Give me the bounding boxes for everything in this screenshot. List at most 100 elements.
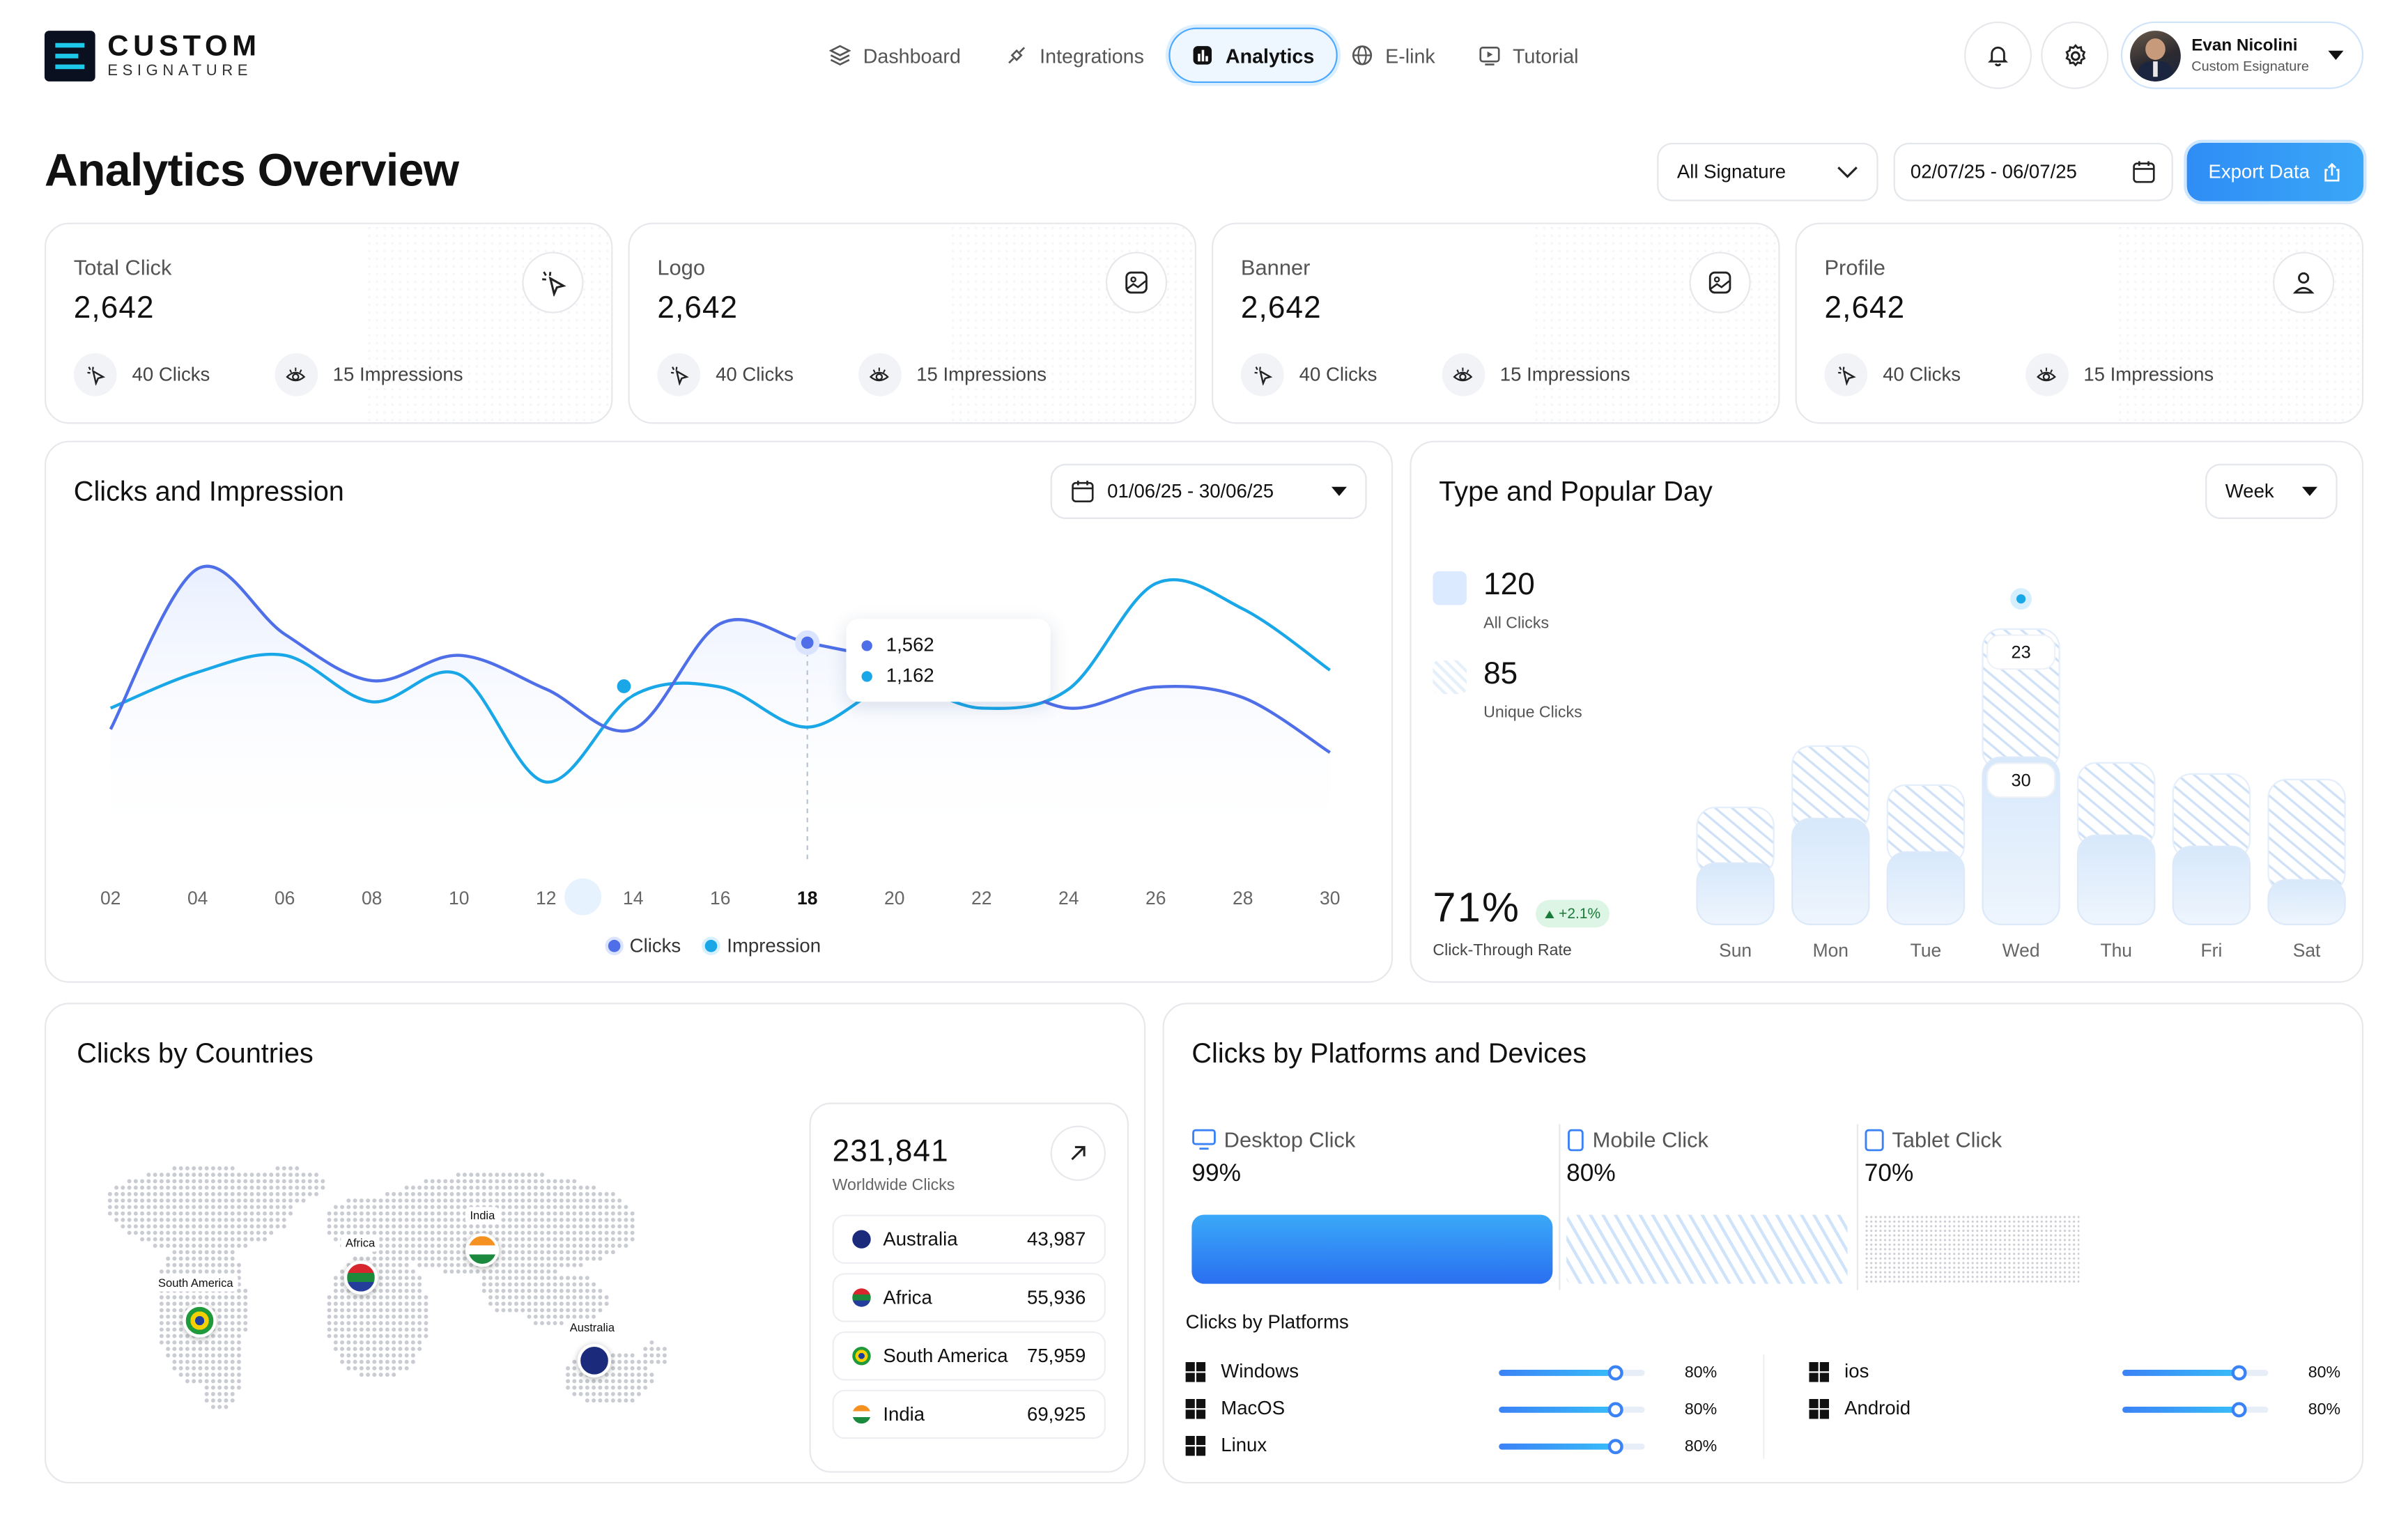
worldwide-total: 231,841 bbox=[832, 1134, 949, 1169]
tooltip-clicks-value: 1,562 bbox=[886, 634, 934, 656]
bar-peak-point[interactable] bbox=[2010, 588, 2032, 610]
wed-all-label: 23 bbox=[1986, 634, 2056, 670]
stat-card-banner[interactable]: Banner 2,642 40 Clicks 15 Impressions bbox=[1212, 222, 1780, 424]
stat-icon-button[interactable] bbox=[1689, 252, 1751, 314]
export-data-button[interactable]: Export Data bbox=[2186, 142, 2364, 201]
arrow-up-right-icon bbox=[1071, 1145, 1086, 1161]
stat-card-profile[interactable]: Profile 2,642 40 Clicks 15 Impressions bbox=[1795, 222, 2364, 424]
section-title: Clicks by Platforms and Devices bbox=[1191, 1037, 1587, 1069]
series-point-impression[interactable] bbox=[612, 674, 636, 698]
map-label-africa: Africa bbox=[341, 1235, 380, 1252]
map-marker-south-america[interactable] bbox=[183, 1304, 217, 1338]
nav-label: Dashboard bbox=[863, 43, 961, 67]
bar-unique-clicks[interactable] bbox=[2172, 845, 2251, 925]
bar-unique-clicks[interactable] bbox=[1791, 817, 1870, 925]
platform-bar[interactable] bbox=[1499, 1439, 1645, 1455]
bar-data-label-lower: 30 bbox=[2012, 771, 2031, 791]
date-range-picker[interactable]: 02/07/25 - 06/07/25 bbox=[1893, 142, 2173, 201]
chart-date-picker[interactable]: 01/06/25 - 30/06/25 bbox=[1050, 463, 1367, 519]
share-icon bbox=[2324, 162, 2340, 181]
platform-bar-fill bbox=[1499, 1406, 1616, 1413]
stat-icon-button[interactable] bbox=[2273, 252, 2335, 314]
flag-india-icon bbox=[852, 1405, 871, 1424]
clicks-impression-card: Clicks and Impression 01/06/25 - 30/06/2… bbox=[44, 440, 1394, 983]
platform-name: Linux bbox=[1221, 1434, 1267, 1456]
platform-bar[interactable] bbox=[2122, 1365, 2269, 1381]
platform-bar-knob[interactable] bbox=[1607, 1402, 1623, 1418]
x-tick-label: 30 bbox=[1320, 888, 1340, 909]
bar-all-clicks[interactable] bbox=[2267, 778, 2346, 893]
map-marker-australia[interactable] bbox=[577, 1343, 612, 1378]
stat-icon-button[interactable] bbox=[1105, 252, 1168, 314]
platform-row: Android bbox=[1809, 1398, 1911, 1419]
platform-bar-knob[interactable] bbox=[1607, 1439, 1623, 1455]
stat-value: 2,642 bbox=[73, 291, 155, 326]
bar-category-label: Fri bbox=[2200, 940, 2222, 961]
notifications-button[interactable] bbox=[1964, 21, 2032, 89]
worldwide-label: Worldwide Clicks bbox=[832, 1176, 955, 1195]
bar-unique-clicks[interactable] bbox=[2267, 879, 2346, 925]
up-arrow-icon bbox=[1545, 909, 1554, 918]
period-dropdown[interactable]: Week bbox=[2205, 463, 2338, 519]
stat-card-logo[interactable]: Logo 2,642 40 Clicks 15 Impressions bbox=[628, 222, 1196, 424]
user-menu[interactable]: Evan Nicolini Custom Esignature bbox=[2120, 21, 2364, 89]
stat-clicks: 40 Clicks bbox=[1883, 364, 1961, 386]
country-row[interactable]: India 69,925 bbox=[832, 1389, 1106, 1439]
cursor-click-icon bbox=[657, 353, 701, 396]
tutorial-icon bbox=[1479, 47, 1500, 65]
layers-icon bbox=[829, 45, 851, 66]
stat-icon-button[interactable] bbox=[522, 252, 584, 314]
x-tick-label: 26 bbox=[1145, 888, 1166, 909]
platform-bar[interactable] bbox=[1499, 1402, 1645, 1418]
nav-analytics[interactable]: Analytics bbox=[1168, 27, 1338, 84]
stat-card-total-click[interactable]: Total Click 2,642 40 Clicks 15 Impressions bbox=[44, 222, 613, 424]
platform-name: ios bbox=[1844, 1360, 1869, 1382]
platform-bar[interactable] bbox=[1499, 1365, 1645, 1381]
device-bar-tablet bbox=[1864, 1214, 2080, 1284]
platform-bar-knob[interactable] bbox=[1607, 1365, 1623, 1381]
section-title: Clicks and Impression bbox=[73, 476, 344, 507]
stat-title: Logo bbox=[657, 254, 706, 280]
platform-row: ios bbox=[1809, 1361, 1869, 1382]
nav-label: Tutorial bbox=[1513, 43, 1579, 67]
bar-unique-clicks[interactable] bbox=[1886, 851, 1966, 925]
settings-button[interactable] bbox=[2041, 21, 2109, 89]
country-row[interactable]: South America 75,959 bbox=[832, 1331, 1106, 1381]
plug-icon bbox=[1008, 47, 1026, 64]
nav-integrations[interactable]: Integrations bbox=[1006, 28, 1144, 83]
x-tick-label: 02 bbox=[100, 888, 121, 909]
brand-subname: ESIGNATURE bbox=[107, 62, 253, 79]
nav-dashboard[interactable]: Dashboard bbox=[829, 28, 961, 83]
signature-filter[interactable]: All Signature bbox=[1657, 142, 1878, 201]
nav-tutorial[interactable]: Tutorial bbox=[1479, 28, 1579, 83]
platform-bar-knob[interactable] bbox=[2231, 1402, 2247, 1418]
series-point-clicks[interactable] bbox=[795, 630, 820, 656]
map-marker-africa[interactable] bbox=[344, 1260, 378, 1295]
platform-bar-knob[interactable] bbox=[2231, 1365, 2247, 1381]
worldwide-panel: 231,841 Worldwide Clicks Australia 43,987… bbox=[809, 1102, 1129, 1473]
platform-name: Windows bbox=[1221, 1360, 1299, 1382]
platform-bar[interactable] bbox=[2122, 1402, 2269, 1418]
windows-icon bbox=[1809, 1361, 1830, 1382]
map-marker-india[interactable] bbox=[465, 1232, 500, 1267]
bar-unique-clicks[interactable] bbox=[1696, 862, 1775, 925]
tablet-icon bbox=[1865, 1128, 1884, 1151]
brand-logo[interactable]: CUSTOM ESIGNATURE bbox=[44, 31, 261, 82]
country-row[interactable]: Australia 43,987 bbox=[832, 1214, 1106, 1264]
logo-mark-icon bbox=[44, 31, 95, 82]
windows-icon bbox=[1185, 1435, 1206, 1455]
bar-category-label: Mon bbox=[1813, 940, 1849, 961]
map-label-south-america: South America bbox=[153, 1274, 238, 1292]
calendar-icon bbox=[2133, 161, 2155, 183]
bar-unique-clicks[interactable] bbox=[2077, 834, 2156, 925]
section-title: Clicks by Countries bbox=[77, 1037, 314, 1069]
x-tick-label: 22 bbox=[971, 888, 991, 909]
x-tick-label: 04 bbox=[187, 888, 208, 909]
eye-icon bbox=[2025, 353, 2069, 396]
country-row[interactable]: Africa 55,936 bbox=[832, 1273, 1106, 1322]
open-details-button[interactable] bbox=[1050, 1125, 1106, 1181]
bar-unique-clicks[interactable] bbox=[1982, 756, 2060, 925]
nav-elink[interactable]: E-link bbox=[1352, 28, 1435, 83]
stat-clicks: 40 Clicks bbox=[1299, 364, 1377, 386]
